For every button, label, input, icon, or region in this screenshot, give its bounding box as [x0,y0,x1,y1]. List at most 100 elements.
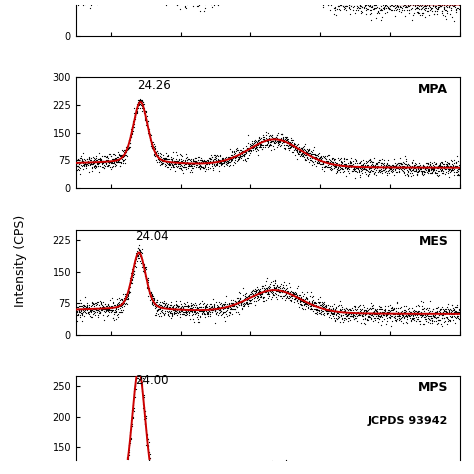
Point [173,302,181,310]
Point [132,108,140,115]
Point [247,290,255,298]
Point [181,3,188,11]
Point [317,310,325,318]
Point [165,155,173,163]
Point [450,0,458,2]
Point [180,159,187,167]
Point [316,293,324,301]
Point [80,160,88,168]
Point [127,276,134,284]
Point [285,279,293,287]
Point [442,307,449,315]
Point [315,299,323,307]
Point [312,307,320,314]
Point [206,164,213,172]
Point [172,162,179,170]
Point [410,316,418,323]
Point [270,283,278,291]
Point [307,149,314,157]
Point [367,164,375,171]
Point [168,310,176,317]
Point [336,313,343,320]
Point [150,471,157,474]
Point [75,166,83,174]
Point [153,156,160,164]
Point [187,166,195,174]
Point [428,168,436,175]
Point [234,295,242,302]
Point [201,8,208,15]
Point [118,301,126,309]
Point [241,147,248,155]
Point [408,309,415,317]
Point [382,305,389,313]
Point [311,299,319,307]
Point [345,164,352,172]
Point [384,3,392,10]
Point [134,102,141,110]
Point [110,303,118,310]
Point [263,465,270,473]
Point [389,0,397,5]
Point [110,301,118,309]
Point [405,164,413,172]
Point [450,171,457,179]
Point [414,4,421,12]
Point [331,162,339,170]
Point [275,135,283,143]
Point [438,312,446,319]
Point [327,0,334,8]
Point [144,441,152,449]
Point [293,292,301,300]
Point [215,305,222,312]
Point [126,276,134,284]
Point [214,303,222,310]
Point [112,307,119,315]
Point [237,154,245,162]
Point [427,164,435,172]
Point [421,2,429,9]
Point [89,159,96,167]
Point [110,160,118,167]
Point [128,123,136,131]
Point [87,159,95,167]
Point [454,0,462,6]
Point [347,2,355,10]
Point [238,305,246,312]
Point [338,165,346,173]
Point [137,372,145,379]
Point [91,300,99,307]
Point [148,471,155,474]
Point [264,291,272,298]
Point [87,314,94,321]
Point [195,0,202,2]
Point [237,301,245,308]
Point [391,304,398,312]
Point [299,299,307,306]
Point [401,169,408,177]
Point [187,162,194,169]
Point [425,165,433,173]
Point [316,309,324,317]
Point [264,468,272,474]
Point [154,306,162,314]
Point [447,0,455,1]
Point [255,291,263,298]
Point [93,306,100,313]
Point [270,137,277,145]
Point [145,461,153,469]
Point [302,293,310,301]
Point [386,162,393,170]
Point [220,308,228,316]
Point [197,304,205,311]
Point [125,288,133,296]
Point [85,310,93,318]
Point [198,308,206,315]
Point [333,309,341,317]
Point [105,309,113,316]
Point [320,153,328,160]
Point [372,1,379,9]
Point [346,5,354,13]
Point [439,167,447,174]
Point [220,158,228,165]
